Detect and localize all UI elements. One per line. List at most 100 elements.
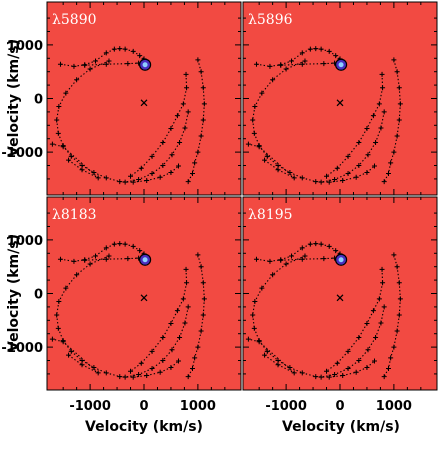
series-trail bbox=[138, 173, 153, 180]
series-3 bbox=[381, 252, 403, 380]
data-point bbox=[128, 173, 134, 179]
x-tick-label: -1000 bbox=[265, 399, 307, 414]
data-point bbox=[321, 61, 327, 67]
data-point bbox=[334, 165, 340, 171]
series-trail bbox=[139, 55, 145, 60]
series-trail bbox=[65, 274, 78, 289]
series-4 bbox=[128, 266, 190, 374]
series-trail bbox=[179, 322, 186, 338]
y-tick-label: 0 bbox=[34, 93, 43, 108]
data-point bbox=[54, 117, 60, 123]
data-point bbox=[278, 62, 284, 68]
panel-ticks bbox=[47, 197, 241, 390]
data-point bbox=[175, 358, 181, 364]
series-trail bbox=[62, 341, 99, 374]
data-point bbox=[175, 163, 181, 169]
series-3 bbox=[185, 252, 207, 380]
series-trail bbox=[302, 243, 311, 249]
data-point bbox=[267, 258, 273, 264]
data-point bbox=[57, 256, 63, 262]
data-point bbox=[256, 144, 262, 150]
series-trail bbox=[170, 310, 178, 324]
series-trail bbox=[398, 87, 401, 104]
series-6 bbox=[250, 253, 377, 380]
data-point bbox=[117, 179, 123, 185]
series-trail bbox=[162, 128, 172, 143]
series-trail bbox=[258, 341, 295, 374]
series-trail bbox=[289, 366, 303, 374]
data-point bbox=[371, 163, 377, 169]
data-point bbox=[250, 117, 256, 123]
series-trail bbox=[62, 145, 72, 157]
series-trail bbox=[261, 274, 274, 289]
series-trail bbox=[320, 243, 330, 247]
series-trail bbox=[146, 176, 161, 182]
series-trail bbox=[138, 368, 153, 375]
series-6 bbox=[54, 253, 181, 380]
series-trail bbox=[253, 328, 260, 341]
data-point bbox=[376, 101, 382, 107]
series-trail bbox=[182, 87, 188, 104]
series-trail bbox=[277, 169, 295, 179]
data-point bbox=[130, 374, 136, 380]
highlight-inner bbox=[142, 62, 148, 68]
x-tick-label: 1000 bbox=[376, 399, 412, 414]
data-point bbox=[340, 178, 346, 184]
series-trail bbox=[124, 48, 134, 52]
series-trail bbox=[187, 173, 193, 182]
series-trail bbox=[266, 350, 279, 361]
data-point bbox=[57, 61, 63, 67]
data-point bbox=[192, 355, 198, 361]
data-point bbox=[111, 241, 117, 247]
series-trail bbox=[266, 155, 279, 166]
series-trail bbox=[336, 351, 349, 364]
series-trail bbox=[162, 323, 172, 338]
panel-label: λ5890 bbox=[52, 12, 97, 28]
series-5 bbox=[122, 109, 191, 185]
series-trail bbox=[396, 71, 400, 88]
data-point bbox=[180, 296, 186, 302]
data-point bbox=[364, 169, 370, 175]
series-trail bbox=[151, 337, 164, 352]
data-point bbox=[251, 130, 257, 136]
data-point bbox=[267, 63, 273, 69]
panel-ticks bbox=[243, 197, 437, 390]
data-point bbox=[278, 257, 284, 263]
series-trail bbox=[261, 79, 274, 94]
series-trail bbox=[342, 176, 357, 182]
data-point bbox=[313, 374, 319, 380]
panel-label: λ5896 bbox=[248, 12, 293, 28]
series-1 bbox=[253, 46, 343, 69]
data-point bbox=[397, 296, 403, 302]
series-trail bbox=[258, 146, 295, 179]
series-5 bbox=[318, 304, 387, 380]
y-tick-label: -1000 bbox=[1, 146, 43, 161]
series-trail bbox=[200, 119, 204, 137]
series-trail bbox=[367, 142, 377, 156]
series-trail bbox=[200, 314, 204, 332]
panel-label: λ8195 bbox=[248, 207, 293, 223]
series-trail bbox=[132, 50, 140, 57]
data-point bbox=[198, 69, 204, 75]
series-trail bbox=[151, 165, 164, 174]
data-point bbox=[54, 312, 60, 318]
series-trail bbox=[326, 362, 338, 372]
data-point bbox=[373, 139, 379, 145]
data-point bbox=[183, 71, 189, 77]
data-point bbox=[201, 101, 207, 107]
series-trail bbox=[366, 310, 374, 324]
series-trail bbox=[184, 111, 189, 129]
series-7 bbox=[245, 336, 297, 376]
data-point bbox=[74, 272, 80, 278]
data-point bbox=[200, 117, 206, 123]
data-point bbox=[177, 139, 183, 145]
data-point bbox=[55, 325, 61, 331]
series-trail bbox=[302, 48, 311, 54]
panel-background bbox=[46, 1, 242, 196]
series-trail bbox=[347, 360, 360, 369]
series-trail bbox=[106, 48, 115, 54]
data-point bbox=[60, 144, 66, 150]
data-point bbox=[168, 169, 174, 175]
data-point bbox=[125, 256, 131, 262]
data-point bbox=[111, 46, 117, 52]
